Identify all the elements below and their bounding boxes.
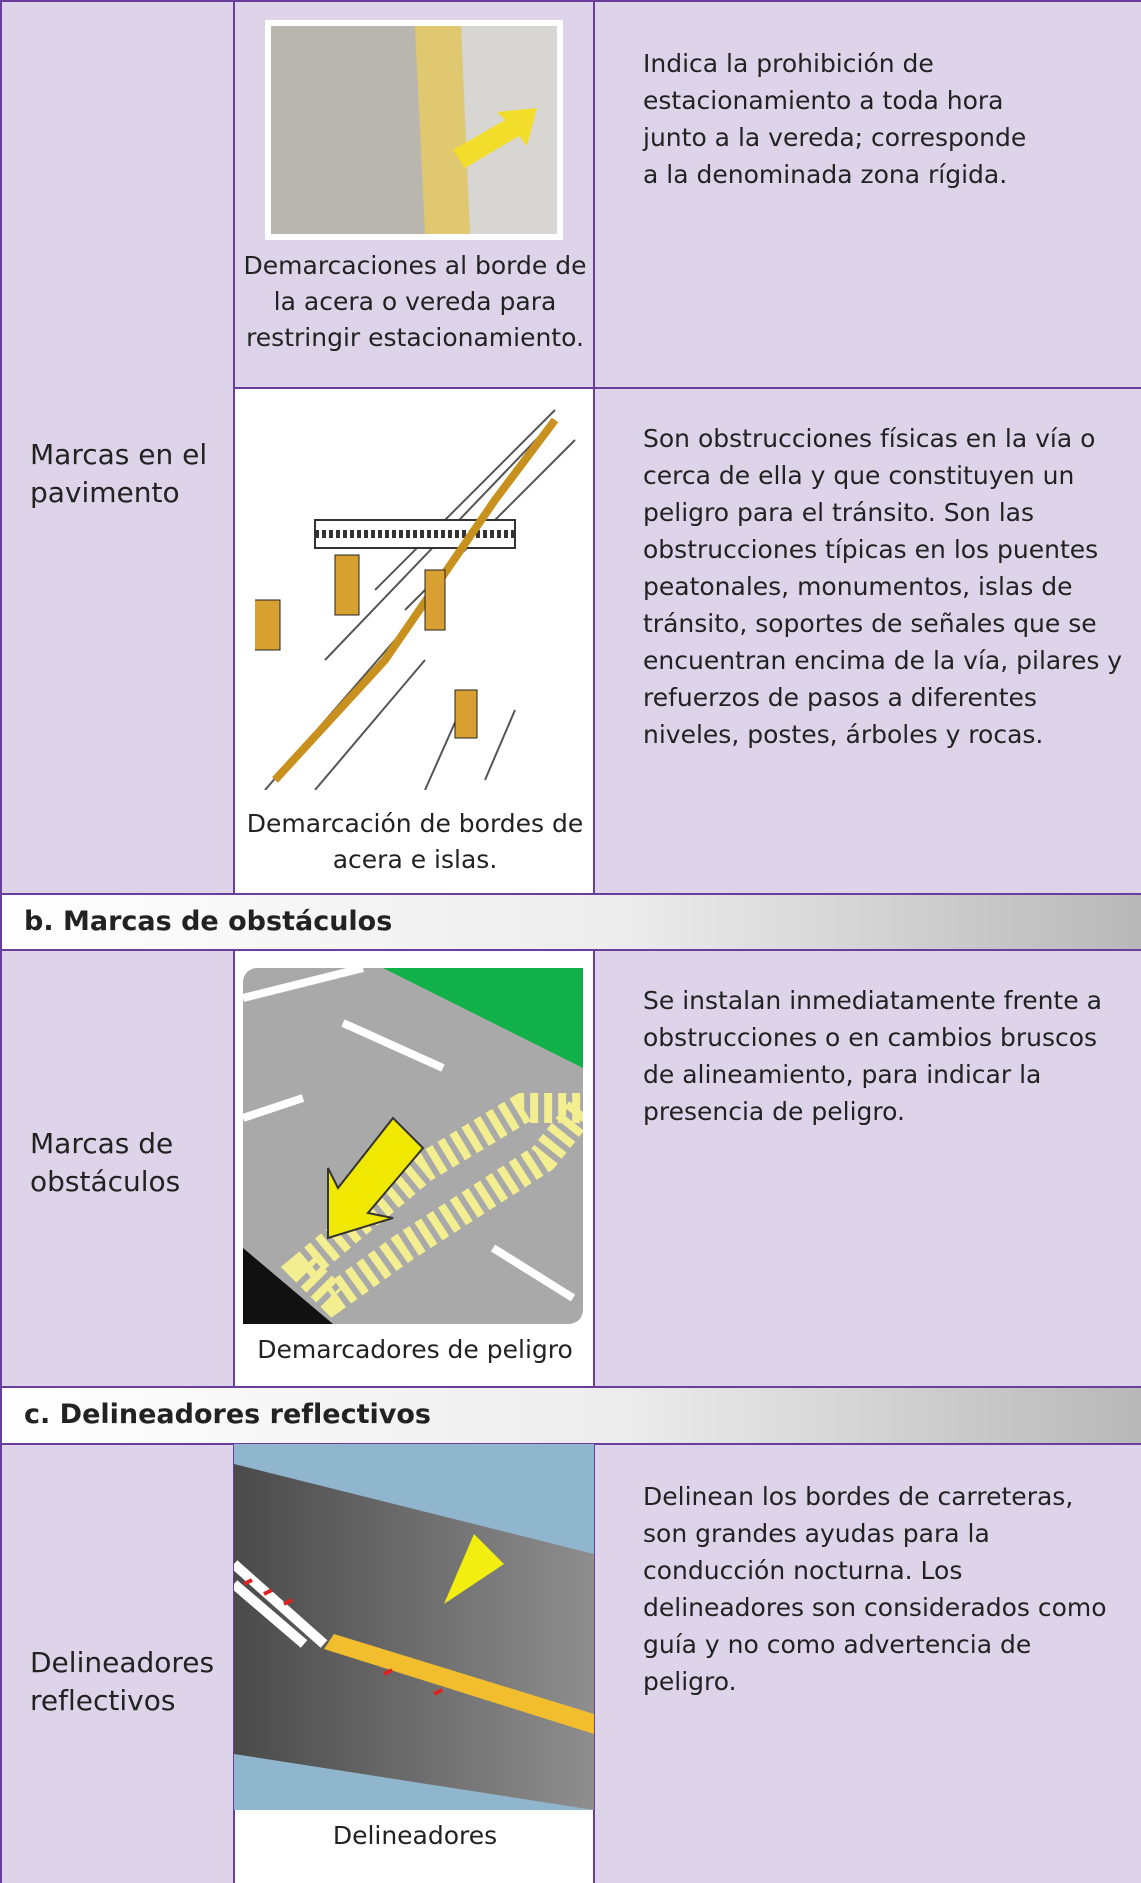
heading-text: b. Marcas de obstáculos [24,906,393,937]
description: Son obstrucciones físicas en la vía o ce… [643,424,1123,749]
heading-text: c. Delineadores reflectivos [24,1399,431,1430]
image-caption: Demarcaciones al borde de la acera o ver… [243,251,587,352]
delineator-image [234,1444,594,1810]
obstacle-image [243,968,583,1324]
description: Se instalan inmediatamente frente a obst… [643,986,1102,1126]
row-label: Marcas de obstáculos [30,1127,181,1198]
section-heading: c. Delineadores reflectivos [0,1387,1141,1443]
image-caption: Demarcación de bordes de acera e islas. [246,809,584,874]
curb-image [265,20,563,240]
description: Indica la prohibición de estacionamiento… [643,49,1027,189]
row-label: Marcas en el pavimento [30,438,208,509]
image-caption: Delineadores [332,1821,498,1850]
section-heading: b. Marcas de obstáculos [0,894,1141,950]
description: Delinean los bordes de carreteras, son g… [643,1482,1107,1696]
island-image [255,409,576,790]
image-caption: Demarcadores de peligro [257,1335,573,1364]
row-label: Delineadores reflectivos [30,1646,215,1717]
